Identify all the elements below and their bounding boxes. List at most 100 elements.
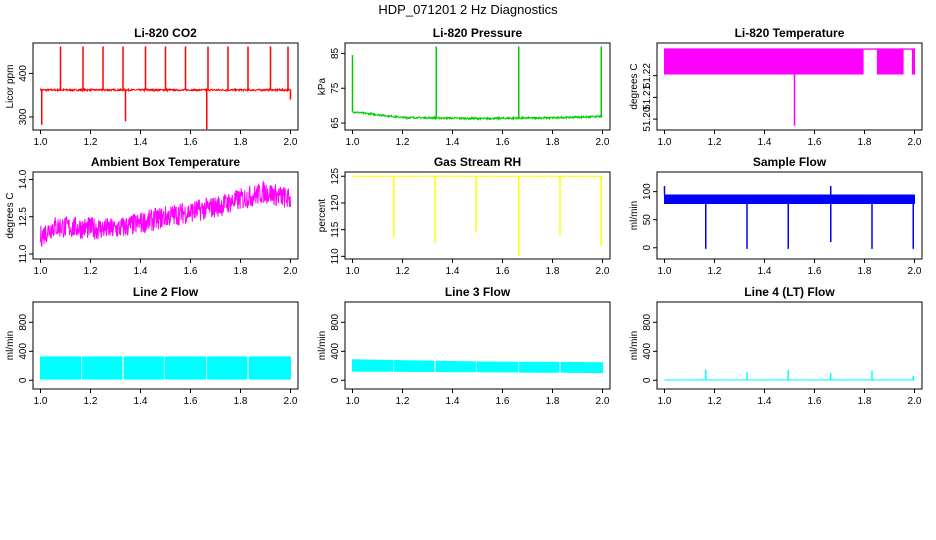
chart-title: Li-820 Temperature	[735, 26, 845, 40]
y-axis-label: ml/min	[317, 331, 328, 360]
series-line	[664, 194, 915, 204]
chart-title: Li-820 Pressure	[433, 26, 523, 40]
chart-title: Ambient Box Temperature	[91, 155, 240, 169]
y-tick-label: 800	[642, 314, 653, 331]
chart-panel: Line 2 Flow 1.0 1.2 1.4 1.6 1.8 2.0 0 400 800ml/m…	[5, 285, 299, 407]
x-tick-label: 1.2	[84, 137, 98, 148]
y-tick-label: 12.5	[18, 207, 29, 227]
x-tick-label: 1.0	[658, 266, 672, 277]
y-axis-label: ml/min	[5, 331, 16, 360]
y-tick-label: 85	[330, 47, 341, 59]
x-tick-label: 1.0	[34, 266, 48, 277]
x-tick-label: 2.0	[596, 266, 610, 277]
x-tick-label: 2.0	[596, 137, 610, 148]
y-tick-label: 51.20	[642, 106, 653, 131]
y-tick-label: 65	[330, 117, 341, 129]
y-axis-label: kPa	[317, 77, 328, 95]
x-tick-label: 1.8	[546, 137, 560, 148]
x-tick-label: 2.0	[908, 266, 922, 277]
x-tick-label: 1.6	[496, 396, 510, 407]
x-tick-label: 1.8	[858, 396, 872, 407]
series-line	[352, 110, 603, 122]
chart-panel: Sample Flow 1.0 1.2 1.4 1.6 1.8 2.0 0 50 100ml/mi…	[629, 155, 923, 277]
y-tick-label: 400	[330, 343, 341, 360]
plot-frame	[344, 301, 611, 390]
y-tick-label: 51.21	[642, 84, 653, 109]
y-axis-label: degrees C	[5, 192, 16, 238]
x-tick-label: 1.4	[758, 396, 772, 407]
y-tick-label: 300	[18, 108, 29, 125]
chart-title: Line 2 Flow	[133, 285, 199, 299]
x-tick-label: 1.8	[546, 396, 560, 407]
plot-frame	[344, 42, 611, 131]
chart-panel: Li-820 Pressure 1.0 1.2 1.4 1.6 1.8 2.0 65 75 85 k…	[317, 26, 611, 148]
x-tick-label: 1.8	[858, 137, 872, 148]
series-line	[664, 48, 915, 75]
x-tick-label: 1.0	[34, 396, 48, 407]
chart-title: Li-820 CO2	[134, 26, 197, 40]
x-tick-label: 1.2	[396, 396, 410, 407]
x-tick-label: 1.0	[658, 137, 672, 148]
series-line	[352, 175, 603, 178]
y-tick-label: 0	[642, 377, 653, 383]
y-tick-label: 125	[330, 167, 341, 184]
x-tick-label: 1.2	[84, 266, 98, 277]
series-line	[40, 180, 291, 247]
y-tick-label: 400	[18, 343, 29, 360]
x-tick-label: 1.2	[708, 396, 722, 407]
x-tick-label: 1.8	[234, 137, 248, 148]
x-tick-label: 1.2	[708, 266, 722, 277]
x-tick-label: 1.0	[346, 266, 360, 277]
y-axis-label: degrees C	[629, 63, 640, 109]
x-tick-label: 1.2	[708, 137, 722, 148]
y-tick-label: 400	[642, 343, 653, 360]
chart-panel: Ambient Box Temperature 1.0 1.2 1.4 1.6 1.8 2.…	[5, 155, 299, 277]
x-tick-label: 1.2	[84, 396, 98, 407]
y-tick-label: 11.0	[18, 244, 29, 263]
y-tick-label: 51.22	[642, 63, 653, 88]
x-tick-label: 1.0	[346, 137, 360, 148]
y-tick-label: 800	[18, 314, 29, 331]
x-tick-label: 1.6	[184, 137, 198, 148]
x-tick-label: 1.6	[184, 396, 198, 407]
main-title: HDP_071201 2 Hz Diagnostics	[378, 2, 558, 17]
y-axis-label: percent	[317, 199, 328, 233]
chart-title: Sample Flow	[753, 155, 827, 169]
series-line	[40, 356, 291, 380]
x-tick-label: 1.8	[234, 266, 248, 277]
x-tick-label: 1.2	[396, 137, 410, 148]
x-tick-label: 1.4	[446, 137, 460, 148]
y-tick-label: 115	[330, 221, 341, 237]
y-axis-label: Licor ppm	[5, 65, 16, 109]
x-tick-label: 1.0	[346, 396, 360, 407]
y-tick-label: 75	[330, 82, 341, 94]
chart-title: Line 4 (LT) Flow	[744, 285, 835, 299]
y-tick-label: 400	[18, 65, 29, 82]
x-tick-label: 1.4	[446, 396, 460, 407]
x-tick-label: 1.4	[758, 137, 772, 148]
y-tick-label: 0	[18, 377, 29, 383]
x-tick-label: 1.0	[34, 137, 48, 148]
x-tick-label: 1.6	[808, 137, 822, 148]
x-tick-label: 2.0	[596, 396, 610, 407]
plot-frame	[32, 42, 299, 131]
x-tick-label: 2.0	[908, 396, 922, 407]
plot-frame	[656, 301, 923, 390]
chart-panel: Li-820 CO2 1.0 1.2 1.4 1.6 1.8 2.0 300 400Licor …	[5, 26, 299, 148]
chart-panel: Gas Stream RH 1.0 1.2 1.4 1.6 1.8 2.0 110 115 120…	[317, 155, 611, 277]
x-tick-label: 1.6	[184, 266, 198, 277]
x-tick-label: 2.0	[284, 396, 298, 407]
x-tick-label: 1.0	[658, 396, 672, 407]
x-tick-label: 2.0	[284, 137, 298, 148]
x-tick-label: 1.4	[446, 266, 460, 277]
y-tick-label: 0	[642, 245, 653, 251]
chart-panel: Line 4 (LT) Flow 1.0 1.2 1.4 1.6 1.8 2.0 0 400 80…	[629, 285, 923, 407]
y-tick-label: 0	[330, 377, 341, 383]
x-tick-label: 1.6	[808, 396, 822, 407]
y-axis-label: ml/min	[629, 331, 640, 360]
series-line	[352, 359, 603, 374]
y-tick-label: 100	[642, 183, 653, 200]
x-tick-label: 1.2	[396, 266, 410, 277]
chart-title: Line 3 Flow	[445, 285, 511, 299]
y-tick-label: 800	[330, 314, 341, 331]
